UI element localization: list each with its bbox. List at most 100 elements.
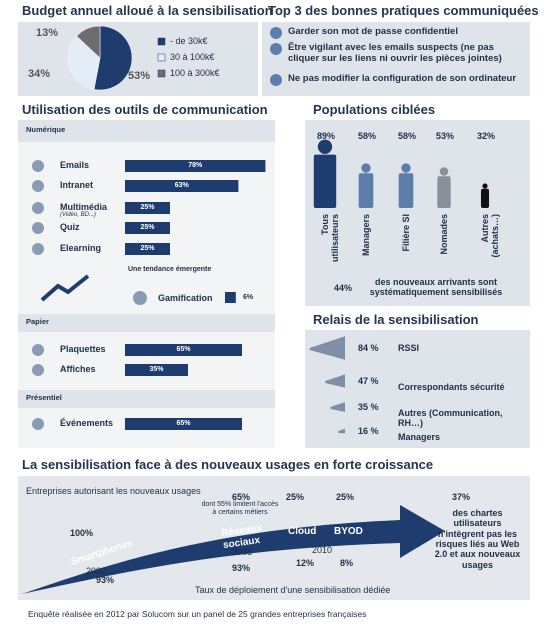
note-text: des nouveaux arrivants sont systématique… bbox=[369, 277, 503, 298]
population-label: Managers bbox=[361, 214, 371, 257]
trend-arrow bbox=[22, 505, 445, 594]
section-title: Top 3 des bonnes pratiques communiquées bbox=[268, 3, 539, 18]
tool-icon bbox=[32, 243, 44, 255]
legend-swatch bbox=[157, 53, 166, 62]
stage-authorized: 25% bbox=[286, 492, 305, 502]
tool-icon bbox=[32, 202, 44, 214]
practice-item: Garder son mot de passe confidentiel bbox=[288, 26, 458, 37]
footer: Enquête réalisée en 2012 par Solucom sur… bbox=[28, 609, 367, 619]
person-head bbox=[317, 139, 333, 154]
bar-label: 35% bbox=[149, 366, 164, 373]
practice-icon bbox=[270, 74, 282, 86]
stage-note: dont 55% limitent l'accès à certains mét… bbox=[201, 501, 279, 517]
panel bbox=[262, 22, 530, 96]
bar-label: 78% bbox=[188, 162, 203, 169]
population-value: 89% bbox=[317, 131, 336, 141]
population-value: 58% bbox=[398, 131, 417, 141]
deployment-label: Taux de déploiement d'une sensibilisatio… bbox=[195, 585, 391, 595]
pie-slice bbox=[76, 25, 101, 59]
practice-icon bbox=[270, 27, 282, 39]
tool-label: Intranet bbox=[60, 180, 94, 190]
stage-deployed: 8% bbox=[340, 558, 354, 568]
relais-label: RSSI bbox=[398, 343, 420, 353]
section-title: Budget annuel alloué à la sensibilisatio… bbox=[22, 3, 273, 18]
bar bbox=[125, 364, 188, 376]
bar bbox=[125, 222, 170, 234]
group-header-bg bbox=[18, 314, 275, 332]
trend-subtitle: Entreprises autorisant les nouveaux usag… bbox=[26, 486, 201, 496]
relais-value: 84 % bbox=[358, 343, 379, 353]
panel bbox=[18, 22, 258, 96]
population-label: Filière SI bbox=[401, 214, 411, 252]
bar-label: 25% bbox=[140, 224, 155, 231]
section-title: Relais de la sensibilisation bbox=[313, 312, 479, 327]
section-title: Utilisation des outils de communication bbox=[22, 102, 268, 117]
megaphone bbox=[309, 336, 345, 360]
slice-label: 34% bbox=[28, 68, 51, 80]
megaphone bbox=[338, 428, 345, 434]
tool-sublabel: (Vidéo, BD...) bbox=[60, 212, 96, 218]
slice-label: 13% bbox=[36, 27, 59, 39]
bar-label: 25% bbox=[140, 245, 155, 252]
tool-icon bbox=[32, 180, 44, 192]
bar bbox=[125, 243, 170, 255]
stage-year: 2008 bbox=[232, 547, 253, 557]
charter-value: 37% bbox=[452, 492, 471, 502]
emerging-title: Une tendance émergente bbox=[128, 266, 212, 273]
person bbox=[313, 154, 337, 208]
panel bbox=[305, 120, 530, 306]
person bbox=[398, 173, 414, 208]
relais-label: Correspondants sécurité bbox=[398, 382, 505, 392]
group-header-bg bbox=[18, 120, 275, 142]
tool-icon bbox=[32, 222, 44, 234]
person-head bbox=[439, 167, 449, 176]
population-value: 53% bbox=[436, 131, 455, 141]
relais-label: Autres (Communication, RH…) bbox=[398, 408, 503, 429]
stage-name: Cloud bbox=[288, 526, 317, 537]
relais-value: 47 % bbox=[358, 376, 379, 386]
stage-deployed: 93% bbox=[232, 563, 251, 573]
tool-label: Affiches bbox=[60, 364, 96, 374]
bar-label: 25% bbox=[140, 204, 155, 211]
bar bbox=[125, 202, 170, 214]
megaphone bbox=[325, 374, 345, 388]
relais-value: 35 % bbox=[358, 402, 379, 412]
tool-label: Gamification bbox=[158, 293, 213, 303]
group-header: Papier bbox=[26, 317, 49, 326]
tool-icon bbox=[32, 160, 44, 172]
group-header-bg bbox=[18, 390, 275, 408]
tool-label: Quiz bbox=[60, 222, 80, 232]
stage-deployed: 93% bbox=[96, 575, 115, 585]
pie-slice bbox=[93, 25, 133, 91]
stage-authorized: 65% bbox=[232, 492, 251, 502]
relais-value: 16 % bbox=[358, 426, 379, 436]
person-head bbox=[361, 163, 371, 173]
practice-item: Être vigilant avec les emails suspects (… bbox=[288, 42, 502, 64]
charter-text: des chartes utilisateurs n'intègrent pas… bbox=[434, 508, 521, 570]
megaphone bbox=[330, 402, 345, 412]
note-value: 44% bbox=[334, 283, 353, 293]
bar bbox=[125, 180, 239, 192]
population-value: 32% bbox=[477, 131, 496, 141]
population-value: 58% bbox=[358, 131, 377, 141]
stage-name: BYOD bbox=[334, 526, 363, 537]
section-title: Populations ciblées bbox=[313, 102, 436, 117]
person-head bbox=[482, 183, 488, 189]
tool-label: Plaquettes bbox=[60, 344, 106, 354]
stage-authorized: 100% bbox=[70, 528, 94, 538]
practice-item: Ne pas modifier la configuration de son … bbox=[288, 73, 517, 84]
legend-swatch bbox=[157, 69, 166, 78]
bar-label: 63% bbox=[174, 182, 189, 189]
section-title: La sensibilisation face à des nouveaux u… bbox=[22, 457, 434, 472]
bar-label: 65% bbox=[176, 420, 191, 427]
person bbox=[480, 188, 490, 208]
bar bbox=[125, 344, 242, 356]
person-head bbox=[401, 163, 411, 173]
tool-label: Événements bbox=[60, 418, 114, 428]
stage-year: 2002 bbox=[86, 566, 107, 576]
population-label: Tous utilisateurs bbox=[320, 214, 341, 263]
population-label: Nomades bbox=[439, 214, 449, 255]
relais-label: Managers bbox=[398, 432, 441, 442]
